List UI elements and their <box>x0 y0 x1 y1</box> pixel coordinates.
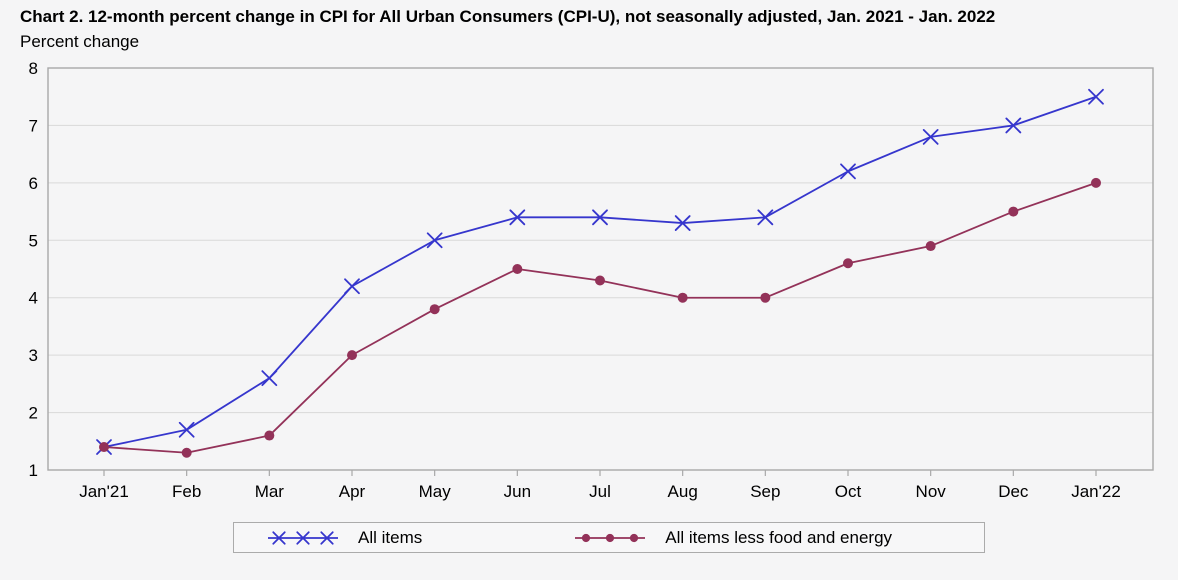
y-tick-label: 7 <box>29 116 38 135</box>
y-tick-label: 8 <box>29 59 38 78</box>
series-marker-dot-icon <box>347 350 357 361</box>
series-marker-dot-icon <box>512 264 523 274</box>
series-marker-x-icon <box>1088 88 1104 105</box>
y-tick-label: 6 <box>29 174 38 193</box>
series-marker-dot-icon <box>582 533 591 542</box>
series-marker-dot-icon <box>1091 177 1101 188</box>
series-line-all-items <box>103 95 1097 448</box>
x-tick-label: Jan'21 <box>79 482 129 501</box>
all-items-line-sample-icon <box>268 530 338 545</box>
y-tick-label: 4 <box>29 289 38 308</box>
series-marker-x-icon <box>344 278 360 295</box>
series-marker-x-icon <box>840 163 856 180</box>
series-marker-x-icon <box>272 530 286 545</box>
series-marker-x-icon <box>922 129 939 145</box>
y-axis-unit-label: Percent change <box>20 32 140 51</box>
x-tick-label: Jul <box>589 482 611 501</box>
x-tick-label: Mar <box>255 482 285 501</box>
series-marker-x-icon <box>320 530 334 545</box>
series-marker-dot-icon <box>760 292 771 303</box>
series-marker-x-icon <box>296 530 310 545</box>
series-marker-x-icon <box>592 209 608 226</box>
legend: All items All items less food and energy <box>233 522 985 553</box>
x-tick-label: Dec <box>998 482 1029 501</box>
x-tick-label: Sep <box>750 482 780 501</box>
series-marker-x-icon <box>674 215 691 231</box>
series-marker-x-icon <box>757 209 774 226</box>
y-tick-label: 1 <box>29 461 38 480</box>
chart-title: Chart 2. 12-month percent change in CPI … <box>20 7 996 26</box>
series-marker-dot-icon <box>1008 206 1019 217</box>
series-marker-dot-icon <box>181 447 192 458</box>
series-marker-dot-icon <box>925 241 936 252</box>
legend-label-core: All items less food and energy <box>665 527 893 547</box>
core-line-sample-icon <box>575 533 646 542</box>
series-marker-x-icon <box>1005 117 1022 134</box>
series-marker-x-icon <box>178 421 195 438</box>
x-tick-label: Jan'22 <box>1071 482 1121 501</box>
x-tick-label: Oct <box>835 482 862 501</box>
series-marker-dot-icon <box>595 275 605 286</box>
series-marker-dot-icon <box>843 258 853 269</box>
x-tick-label: Apr <box>339 482 366 501</box>
x-tick-label: Jun <box>504 482 531 501</box>
legend-entry-core: All items less food and energy <box>575 528 892 548</box>
y-tick-label: 5 <box>29 231 38 250</box>
x-tick-label: Aug <box>668 482 698 501</box>
series-marker-x-icon <box>426 232 443 249</box>
x-tick-label: Feb <box>172 482 201 501</box>
legend-label-all-items: All items <box>358 527 423 547</box>
series-marker-x-icon <box>509 209 526 226</box>
legend-entry-all-items: All items <box>268 528 422 548</box>
y-tick-label: 3 <box>29 346 38 365</box>
series-marker-dot-icon <box>606 533 615 542</box>
series-marker-dot-icon <box>429 304 440 315</box>
series-marker-x-icon <box>261 370 278 387</box>
series-marker-dot-icon <box>99 442 109 453</box>
x-tick-label: Nov <box>916 482 947 501</box>
y-tick-label: 2 <box>29 404 38 423</box>
series-marker-dot-icon <box>630 533 639 542</box>
plot-area: 1 2 3 4 5 6 7 8 Jan'21 Feb Mar Apr May Jun Jul Aug Sep Oc… <box>29 59 1154 501</box>
series-marker-dot-icon <box>677 292 688 303</box>
series-marker-dot-icon <box>264 430 275 441</box>
x-tick-label: May <box>419 482 452 501</box>
